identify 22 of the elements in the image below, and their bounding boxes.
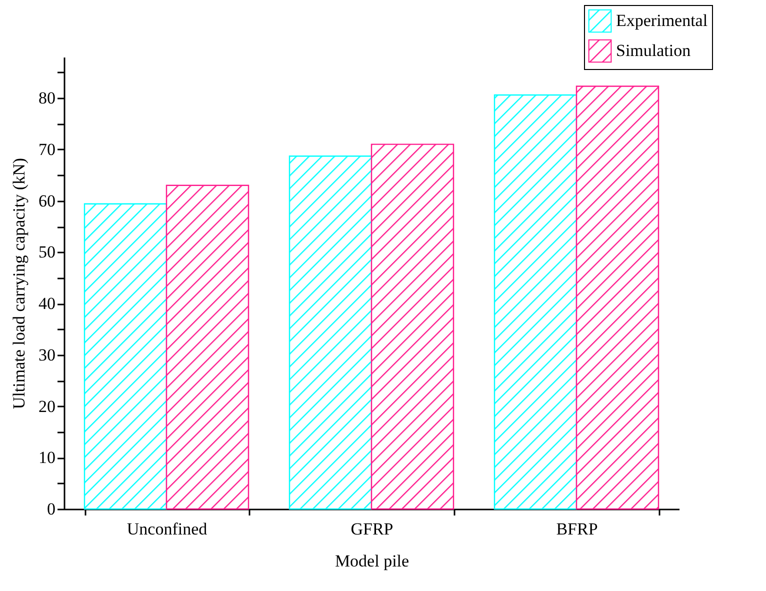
bar — [288, 156, 372, 510]
y-tick-label: 0 — [47, 500, 56, 518]
x-tick-label: GFRP — [350, 520, 394, 538]
y-axis-title: Ultimate load carrying capacity (kN) — [10, 158, 28, 410]
y-tick-label: 40 — [38, 294, 56, 314]
y-tick-label: 80 — [38, 88, 56, 108]
x-axis-title: Model pile — [334, 552, 410, 570]
bar — [166, 184, 250, 510]
bar — [494, 94, 578, 510]
legend-label: Experimental — [616, 11, 708, 30]
x-tick-label: BFRP — [556, 520, 598, 538]
bar — [370, 144, 454, 510]
bar — [84, 203, 168, 510]
bar — [576, 86, 660, 510]
y-tick-label: 60 — [38, 191, 56, 210]
x-tick-label: Unconfined — [126, 520, 208, 538]
y-tick-label: 10 — [38, 448, 56, 468]
y-tick-label: 70 — [38, 140, 56, 159]
y-tick-label: 30 — [38, 345, 56, 364]
legend-label: Simulation — [616, 41, 692, 60]
y-tick-label: 50 — [38, 242, 56, 262]
y-tick-label: 20 — [38, 396, 56, 416]
